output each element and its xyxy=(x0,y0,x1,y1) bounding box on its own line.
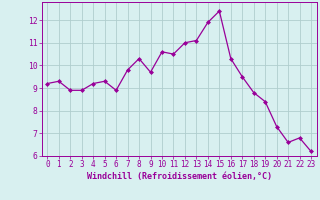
X-axis label: Windchill (Refroidissement éolien,°C): Windchill (Refroidissement éolien,°C) xyxy=(87,172,272,181)
